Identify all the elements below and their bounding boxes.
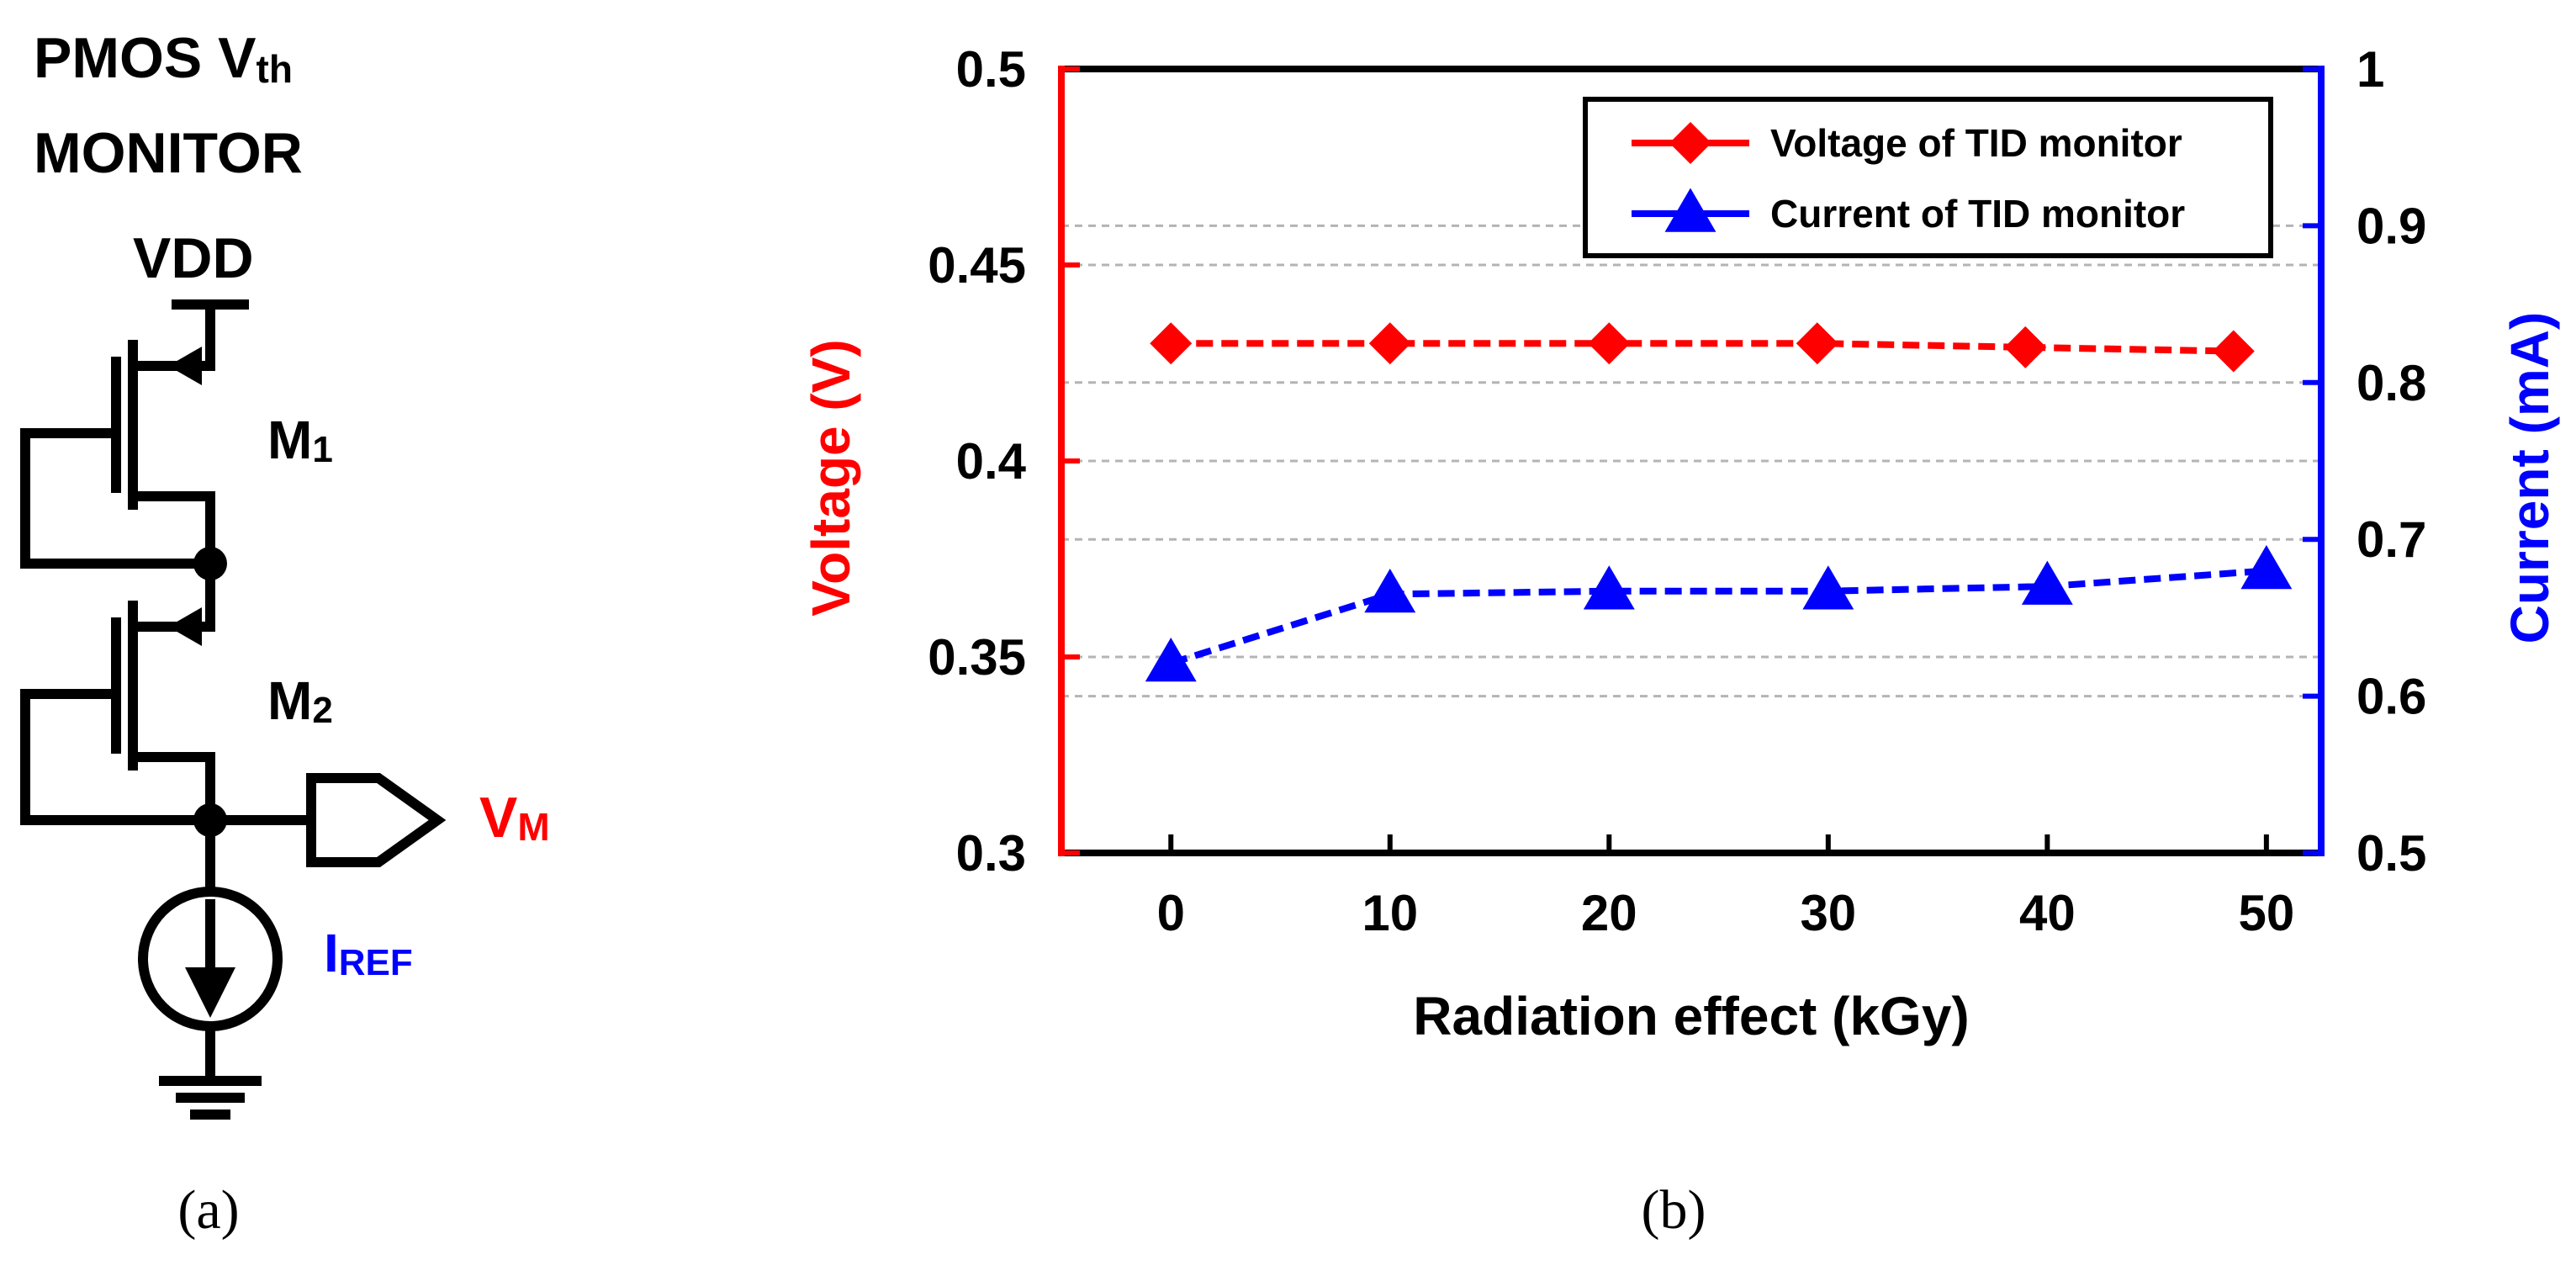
x-tick-label: 30 xyxy=(1800,885,1856,941)
current-point xyxy=(1364,568,1416,613)
voltage-point xyxy=(2004,326,2047,368)
current-point xyxy=(1583,565,1635,610)
node-dot-2 xyxy=(193,803,227,837)
m1-source-arrow-icon xyxy=(168,347,202,385)
legend-marker-triangle-icon xyxy=(1664,188,1716,232)
axis-labels: Radiation effect (kGy) Voltage (V) Current… xyxy=(801,312,2560,1046)
voltage-point xyxy=(2212,330,2255,373)
left-tick-label: 0.4 xyxy=(956,433,1027,490)
left-tick-label: 0.35 xyxy=(928,629,1026,686)
grid-lines xyxy=(1061,224,2321,698)
right-tick-label: 0.7 xyxy=(2356,511,2426,568)
circuit-title-line2: MONITOR xyxy=(34,121,303,185)
x-tick-label: 10 xyxy=(1362,885,1418,941)
vdd-label: VDD xyxy=(133,226,254,290)
iref-arrow-icon xyxy=(185,967,235,1018)
m2-label: M2 xyxy=(267,670,333,731)
current-point xyxy=(2240,545,2293,590)
caption-a: (a) xyxy=(177,1179,239,1241)
voltage-point xyxy=(1796,322,1838,365)
right-tick-label: 0.8 xyxy=(2356,355,2426,411)
current-point xyxy=(2021,560,2073,605)
current-point xyxy=(1802,565,1854,610)
legend: Voltage of TID monitor Current of TID mon… xyxy=(1583,97,2273,258)
left-tick-label: 0.45 xyxy=(928,237,1026,294)
right-tick-label: 0.5 xyxy=(2356,825,2426,882)
circuit-diagram: PMOS Vth MONITOR VDD xyxy=(20,26,550,1120)
circuit-title-line1: PMOS Vth xyxy=(34,26,293,91)
m1-label: M1 xyxy=(267,410,333,470)
x-tick-label: 50 xyxy=(2238,885,2294,941)
right-tick-label: 0.9 xyxy=(2356,198,2426,254)
series-lines xyxy=(1170,340,2267,667)
right-axis-title: Current (mA) xyxy=(2499,312,2560,644)
legend-marker-diamond-icon xyxy=(1669,122,1711,164)
voltage-point xyxy=(1588,322,1631,365)
voltage-point xyxy=(1150,322,1193,365)
x-tick-label: 20 xyxy=(1581,885,1637,941)
m2-source-arrow-icon xyxy=(168,607,202,646)
series-line-2 xyxy=(1170,567,2267,667)
node-dot-1 xyxy=(193,547,227,580)
axis-ticks: 0 10 20 30 40 50 0.3 0.35 0.4 0.45 0.5 0.5 0.6 0.7 0.8… xyxy=(928,41,2426,941)
vth-subscript: th xyxy=(257,47,293,91)
chart: 0 10 20 30 40 50 0.3 0.35 0.4 0.45 0.5 0.5 0.6 0.7 0.8… xyxy=(801,41,2560,1046)
left-tick-label: 0.5 xyxy=(956,41,1026,98)
x-axis-title: Radiation effect (kGy) xyxy=(1413,986,1969,1046)
right-tick-label: 1 xyxy=(2356,41,2384,98)
current-point xyxy=(1145,638,1197,682)
right-tick-label: 0.6 xyxy=(2356,669,2426,725)
iref-label: IREF xyxy=(324,923,413,983)
x-tick-label: 40 xyxy=(2019,885,2076,941)
x-tick-label: 0 xyxy=(1157,885,1185,941)
circuit-wires xyxy=(20,299,447,1120)
left-axis-title: Voltage (V) xyxy=(801,339,861,617)
data-markers xyxy=(1145,322,2293,682)
legend-label-2: Current of TID monitor xyxy=(1770,192,2185,236)
left-tick-label: 0.3 xyxy=(956,825,1026,882)
legend-label-1: Voltage of TID monitor xyxy=(1770,121,2182,165)
voltage-point xyxy=(1368,322,1411,365)
caption-b: (b) xyxy=(1642,1179,1706,1241)
series-line-1 xyxy=(1171,340,2234,355)
vm-label: VM xyxy=(479,786,550,850)
